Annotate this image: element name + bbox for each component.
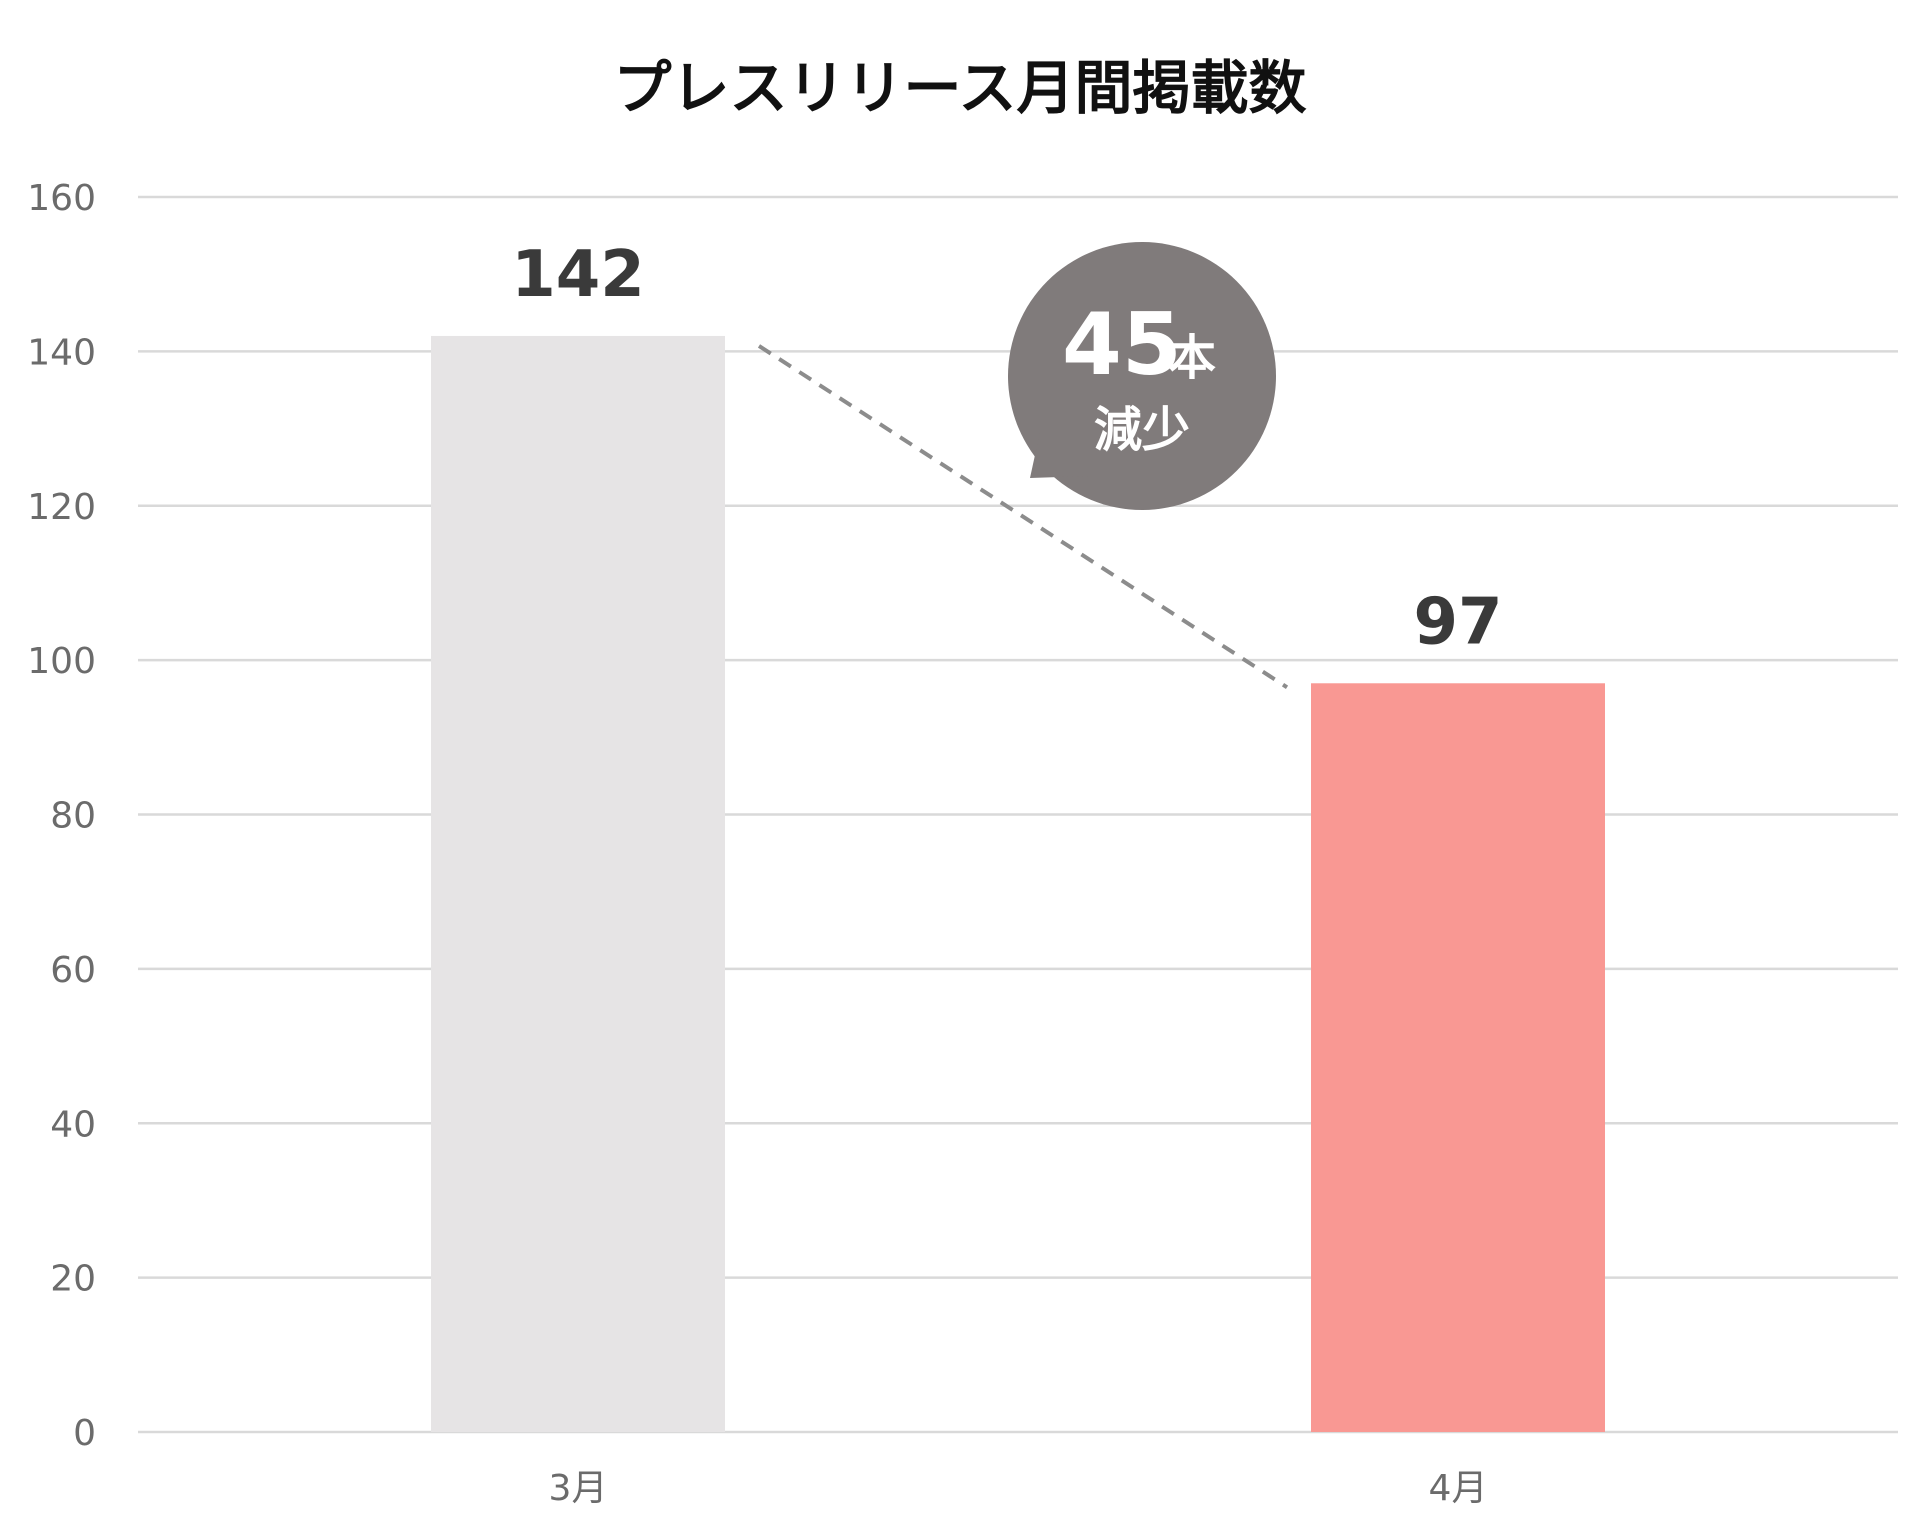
- bubble-circle: [1008, 242, 1276, 510]
- data-label-1: 142: [511, 238, 645, 312]
- bars: [431, 335, 1605, 1432]
- trend-line: [757, 344, 1289, 689]
- bar-1: [431, 335, 725, 1432]
- bubble-number: 45: [1062, 295, 1182, 395]
- y-tick-label: 160: [27, 178, 96, 219]
- chart-title: プレスリリース月間掲載数: [613, 54, 1306, 122]
- y-axis: 0 20 40 60 80 100 120 140 160: [27, 178, 96, 1454]
- x-tick-label-2: 4月: [1429, 1468, 1488, 1509]
- bubble-unit: 本: [1168, 330, 1216, 386]
- y-tick-label: 0: [73, 1413, 96, 1454]
- data-label-2: 97: [1413, 585, 1502, 659]
- bar-2: [1311, 683, 1605, 1432]
- x-axis: 3月 4月: [549, 1468, 1488, 1509]
- y-tick-label: 40: [50, 1104, 96, 1145]
- x-tick-label-1: 3月: [549, 1468, 608, 1509]
- bubble-tail: [1030, 432, 1090, 478]
- y-tick-label: 20: [50, 1259, 96, 1300]
- y-tick-label: 60: [50, 950, 96, 991]
- value-labels: 142 97: [511, 238, 1502, 659]
- y-tick-label: 80: [50, 796, 96, 837]
- y-tick-label: 140: [27, 332, 96, 373]
- trend-line-group: [757, 344, 1289, 689]
- difference-bubble: 45 本 減少: [1008, 242, 1276, 510]
- bubble-text: 減少: [1094, 402, 1190, 458]
- y-tick-label: 100: [27, 641, 96, 682]
- y-tick-label: 120: [27, 487, 96, 528]
